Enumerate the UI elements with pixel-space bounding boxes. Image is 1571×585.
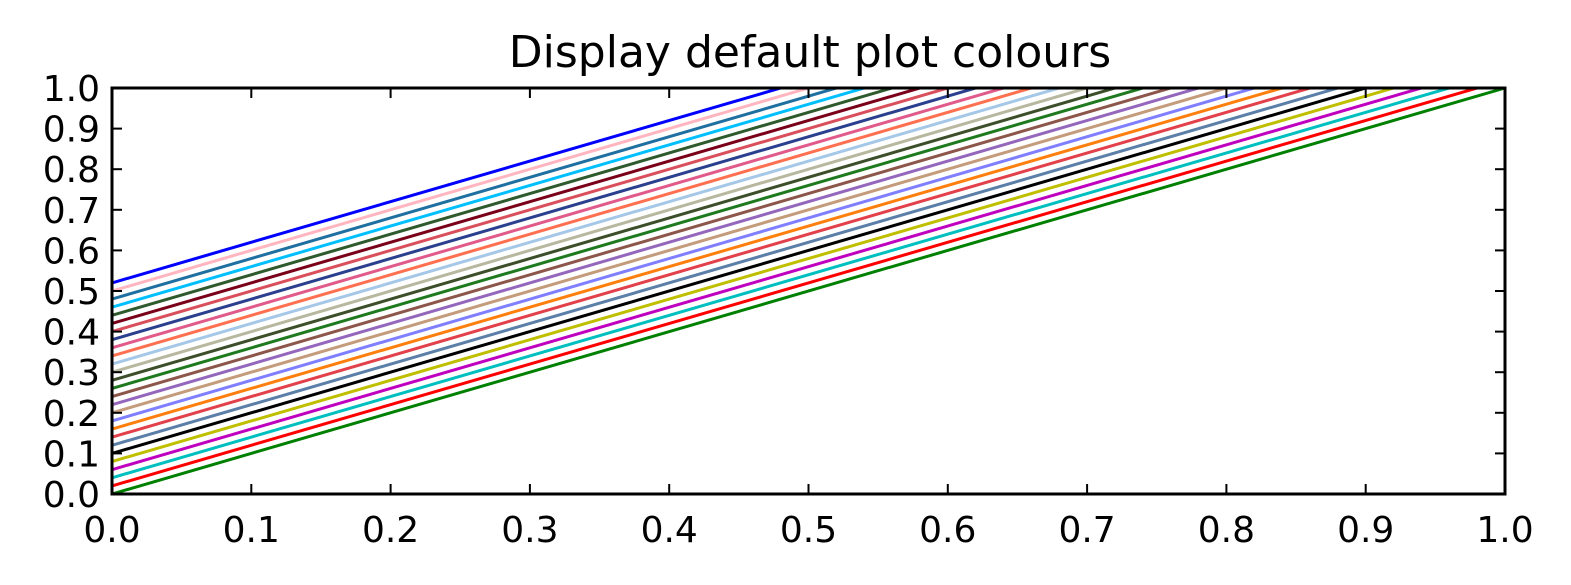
y-tick-label-7: 0.7 (43, 191, 100, 232)
y-tick-label-5: 0.5 (43, 272, 100, 313)
series-line-10 (112, 88, 1232, 415)
y-tick-label-0: 0.0 (43, 475, 100, 516)
y-tick-label-1: 0.1 (43, 434, 100, 475)
series-line-16 (112, 88, 1065, 366)
axes-frame (110, 86, 1507, 496)
series-line-15 (112, 88, 1093, 374)
x-tick-label-5: 0.5 (780, 510, 837, 551)
series-line-13 (112, 88, 1149, 390)
series-line-26 (112, 88, 787, 285)
ticks-layer (111, 87, 1506, 495)
x-tick-label-6: 0.6 (919, 510, 976, 551)
series-line-1 (112, 88, 1483, 488)
x-tick-label-0: 0.0 (83, 510, 140, 551)
x-tick-label-9: 0.9 (1337, 510, 1394, 551)
series-line-22 (112, 88, 898, 317)
series-line-8 (112, 88, 1288, 431)
tick-labels-layer: 0.0 0.1 0.2 0.3 0.4 0.5 0.6 0.7 0.8 0.9 1.00.00.10… (43, 69, 1534, 551)
series-line-17 (112, 88, 1037, 358)
series-line-21 (112, 88, 926, 325)
x-tick-label-2: 0.2 (362, 510, 419, 551)
series-line-0 (112, 88, 1505, 494)
series-line-11 (112, 88, 1204, 407)
series-line-23 (112, 88, 870, 309)
x-tick-label-8: 0.8 (1198, 510, 1255, 551)
y-tick-label-4: 0.4 (43, 313, 100, 354)
x-tick-label-3: 0.3 (501, 510, 558, 551)
x-tick-label-1: 0.1 (223, 510, 280, 551)
y-tick-label-6: 0.6 (43, 231, 100, 272)
chart-title: Display default plot colours (509, 27, 1111, 78)
series-line-4 (112, 88, 1399, 463)
x-tick-label-7: 0.7 (1058, 510, 1115, 551)
x-tick-label-10: 1.0 (1476, 510, 1533, 551)
series-line-12 (112, 88, 1177, 399)
series-layer (112, 88, 1505, 494)
y-tick-label-8: 0.8 (43, 150, 100, 191)
y-tick-label-3: 0.3 (43, 353, 100, 394)
y-tick-label-10: 1.0 (43, 69, 100, 110)
series-line-18 (112, 88, 1009, 350)
series-line-2 (112, 88, 1455, 480)
series-line-9 (112, 88, 1260, 423)
series-line-5 (112, 88, 1372, 455)
y-tick-label-9: 0.9 (43, 110, 100, 151)
x-tick-label-4: 0.4 (641, 510, 698, 551)
series-line-25 (112, 88, 814, 293)
series-line-14 (112, 88, 1121, 382)
series-line-20 (112, 88, 954, 334)
series-line-6 (112, 88, 1344, 447)
y-tick-label-2: 0.2 (43, 394, 100, 435)
series-line-19 (112, 88, 982, 342)
series-line-3 (112, 88, 1427, 472)
series-line-7 (112, 88, 1316, 439)
